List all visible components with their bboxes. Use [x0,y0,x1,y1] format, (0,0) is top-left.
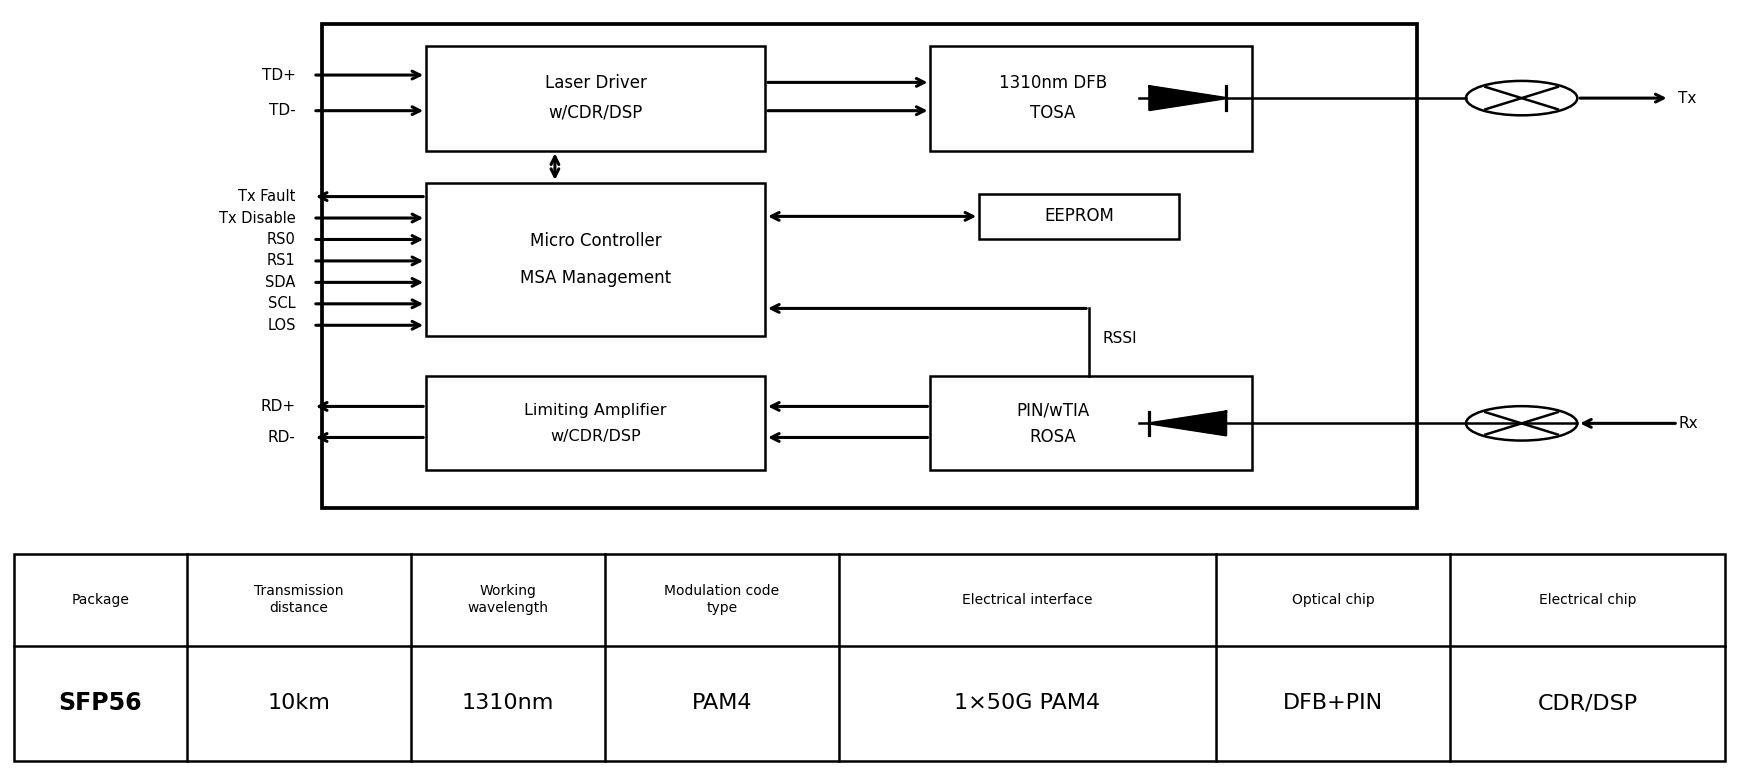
Bar [930,376,1252,470]
Text: 10km: 10km [268,694,330,713]
Text: Electrical chip: Electrical chip [1539,593,1636,607]
Text: Working
wavelength: Working wavelength [468,584,548,615]
Text: Rx: Rx [1678,415,1697,431]
Text: TD+: TD+ [263,68,296,82]
Text: Transmission
distance: Transmission distance [254,584,344,615]
Text: Tx Fault: Tx Fault [238,189,296,204]
Text: MSA Management: MSA Management [520,269,671,286]
Text: RD-: RD- [268,430,296,445]
Text: DFB+PIN: DFB+PIN [1283,694,1383,713]
Text: Tx: Tx [1678,91,1697,106]
Text: Electrical interface: Electrical interface [962,593,1092,607]
Bar [979,194,1179,240]
Text: SDA: SDA [266,275,296,290]
Text: 1310nm: 1310nm [463,694,555,713]
Text: CDR/DSP: CDR/DSP [1537,694,1638,713]
Text: RS0: RS0 [266,232,296,247]
Text: Micro Controller: Micro Controller [530,232,661,250]
Bar [426,46,765,151]
Text: TD-: TD- [270,103,296,118]
Text: Limiting Amplifier: Limiting Amplifier [525,402,666,418]
Text: w/CDR/DSP: w/CDR/DSP [548,104,643,122]
Text: Modulation code
type: Modulation code type [664,584,779,615]
Text: RD+: RD+ [261,399,296,414]
Text: ROSA: ROSA [1029,428,1076,445]
Text: RSSI: RSSI [1103,332,1137,346]
Text: PAM4: PAM4 [692,694,751,713]
Text: EEPROM: EEPROM [1043,207,1115,225]
Bar [930,46,1252,151]
Text: w/CDR/DSP: w/CDR/DSP [550,429,642,444]
Text: SCL: SCL [268,296,296,311]
Text: Tx Disable: Tx Disable [219,210,296,226]
Text: Laser Driver: Laser Driver [544,74,647,92]
Text: 1×50G PAM4: 1×50G PAM4 [955,694,1101,713]
Text: Optical chip: Optical chip [1292,593,1374,607]
Text: PIN/wTIA: PIN/wTIA [1016,401,1089,419]
Text: 1310nm DFB: 1310nm DFB [998,74,1106,92]
Polygon shape [1149,412,1226,435]
Text: LOS: LOS [268,318,296,333]
Bar [322,25,1417,508]
Text: Package: Package [71,593,129,607]
Text: SFP56: SFP56 [59,691,143,716]
Text: TOSA: TOSA [1029,104,1075,122]
Bar [426,183,765,336]
Polygon shape [1149,86,1226,110]
Bar [426,376,765,470]
Text: RS1: RS1 [266,253,296,269]
